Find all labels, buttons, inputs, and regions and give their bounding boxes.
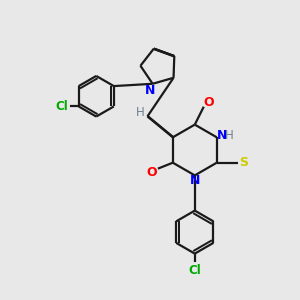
Text: O: O: [147, 166, 157, 179]
Text: N: N: [145, 84, 155, 97]
Text: S: S: [239, 156, 248, 169]
Text: H: H: [225, 129, 234, 142]
Text: N: N: [190, 174, 200, 187]
Text: Cl: Cl: [188, 264, 201, 277]
Text: Cl: Cl: [55, 100, 68, 113]
Text: O: O: [203, 96, 214, 109]
Text: N: N: [217, 129, 227, 142]
Text: H: H: [136, 106, 144, 119]
